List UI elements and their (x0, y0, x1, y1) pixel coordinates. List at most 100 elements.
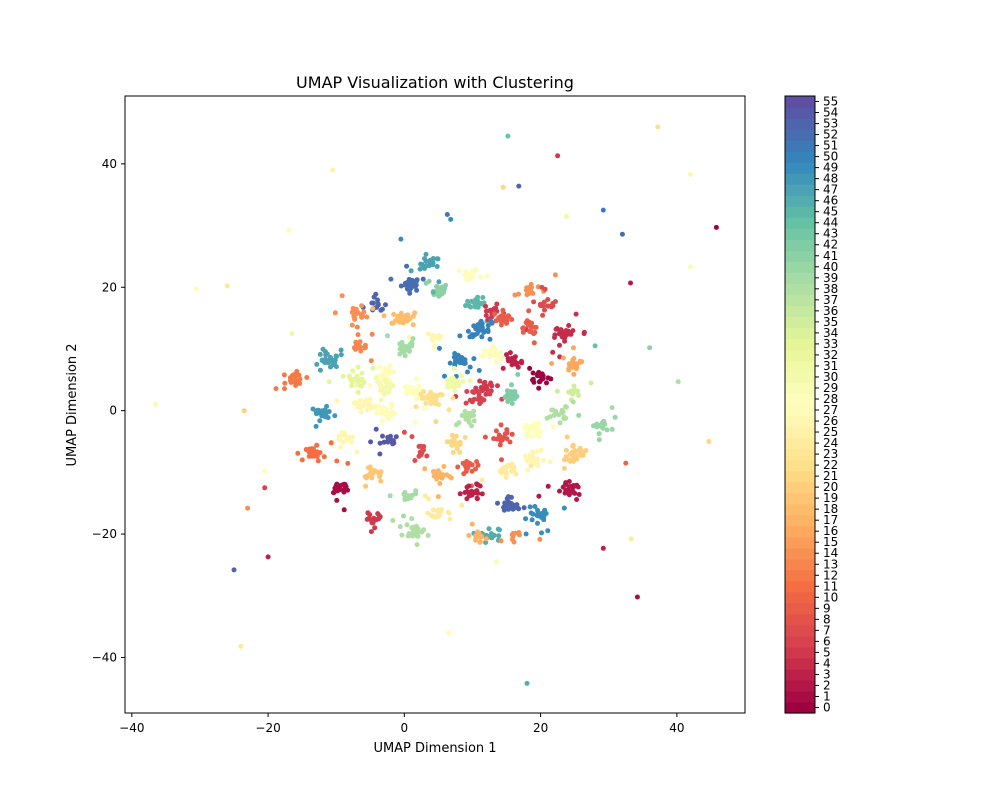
scatter-point (362, 398, 368, 404)
y-axis-label: UMAP Dimension 2 (65, 343, 80, 466)
scatter-point (501, 507, 507, 513)
scatter-point (412, 419, 418, 425)
colorbar-tick-label: 34 (823, 326, 838, 340)
scatter-point (354, 324, 360, 330)
scatter-point (409, 516, 415, 522)
scatter-point (490, 343, 496, 349)
scatter-point (562, 338, 568, 344)
colorbar-tick-label: 42 (823, 238, 838, 252)
scatter-point (552, 272, 558, 278)
scatter-point (368, 358, 374, 364)
scatter-point (344, 434, 350, 440)
scatter-point (315, 458, 321, 464)
scatter-point (576, 393, 582, 398)
scatter-point (495, 500, 500, 506)
scatter-point (409, 339, 415, 345)
scatter-point (426, 278, 432, 284)
scatter-point (523, 433, 529, 439)
scatter-point (552, 299, 558, 305)
scatter-point (378, 384, 384, 389)
colorbar-tick-label: 13 (823, 557, 838, 571)
scatter-point (493, 318, 499, 324)
scatter-point (504, 496, 510, 501)
scatter-point (416, 383, 422, 389)
scatter-point (391, 369, 396, 375)
scatter-point (469, 332, 475, 338)
scatter-point (418, 391, 424, 397)
scatter-point (303, 447, 309, 452)
scatter-point (560, 332, 565, 338)
scatter-point (343, 484, 349, 490)
scatter-point (409, 343, 415, 349)
scatter-point (502, 431, 508, 437)
scatter-point (335, 488, 341, 494)
scatter-point (536, 434, 542, 439)
scatter-point (532, 420, 538, 426)
scatter-point (430, 507, 436, 513)
scatter-point (557, 420, 563, 426)
colorbar-segment (785, 162, 815, 174)
colorbar-segment (785, 272, 815, 284)
colorbar-tick-label: 30 (823, 370, 838, 384)
scatter-point (367, 383, 373, 388)
scatter-point (328, 440, 334, 446)
scatter-point (571, 356, 577, 361)
scatter-point (309, 453, 315, 459)
scatter-point (370, 365, 376, 371)
colorbar-segment (785, 690, 815, 703)
outlier-point (600, 207, 606, 213)
scatter-point (571, 383, 577, 389)
scatter-point (368, 439, 374, 445)
colorbar-tick-label: 7 (823, 623, 831, 637)
scatter-point (336, 436, 342, 442)
scatter-point (350, 434, 356, 440)
scatter-point (529, 517, 535, 523)
scatter-point (435, 494, 441, 500)
outlier-point (564, 213, 569, 219)
scatter-point (426, 263, 432, 269)
scatter-point (509, 468, 515, 474)
colorbar-tick-label: 44 (823, 216, 838, 230)
scatter-point (389, 401, 394, 406)
scatter-point (539, 530, 544, 536)
scatter-point (583, 448, 589, 453)
scatter-point (509, 431, 515, 437)
scatter-point (477, 401, 483, 407)
scatter-point (527, 452, 533, 458)
scatter-point (431, 514, 437, 520)
scatter-point (468, 304, 474, 310)
scatter-point (378, 397, 384, 403)
colorbar-tick-label: 6 (823, 634, 831, 648)
scatter-point (528, 463, 534, 469)
scatter-point (355, 332, 361, 338)
outlier-point (289, 331, 295, 336)
x-axis-label: UMAP Dimension 1 (373, 741, 496, 756)
scatter-point (490, 349, 496, 355)
scatter-point (452, 360, 458, 366)
colorbar-segment (785, 250, 815, 262)
scatter-point (531, 340, 537, 346)
scatter-point (567, 451, 573, 457)
scatter-point (500, 365, 506, 371)
colorbar-tick-label: 33 (823, 337, 838, 351)
scatter-point (425, 533, 431, 538)
scatter-point (463, 269, 469, 275)
scatter-point (570, 328, 576, 334)
scatter-point (444, 377, 450, 383)
scatter-point (576, 492, 582, 497)
scatter-point (480, 295, 486, 300)
scatter-point (430, 338, 436, 343)
scatter-point (438, 286, 444, 292)
scatter-point (358, 383, 364, 389)
colorbar-tick-label: 38 (823, 282, 838, 296)
colorbar-tick-label: 54 (823, 106, 838, 120)
scatter-point (407, 493, 413, 499)
scatter-point (496, 533, 502, 539)
scatter-point (536, 385, 542, 391)
scatter-point (475, 462, 481, 468)
scatter-point (483, 536, 489, 542)
outlier-point (448, 216, 454, 222)
scatter-point (451, 365, 457, 371)
scatter-point (530, 370, 536, 376)
